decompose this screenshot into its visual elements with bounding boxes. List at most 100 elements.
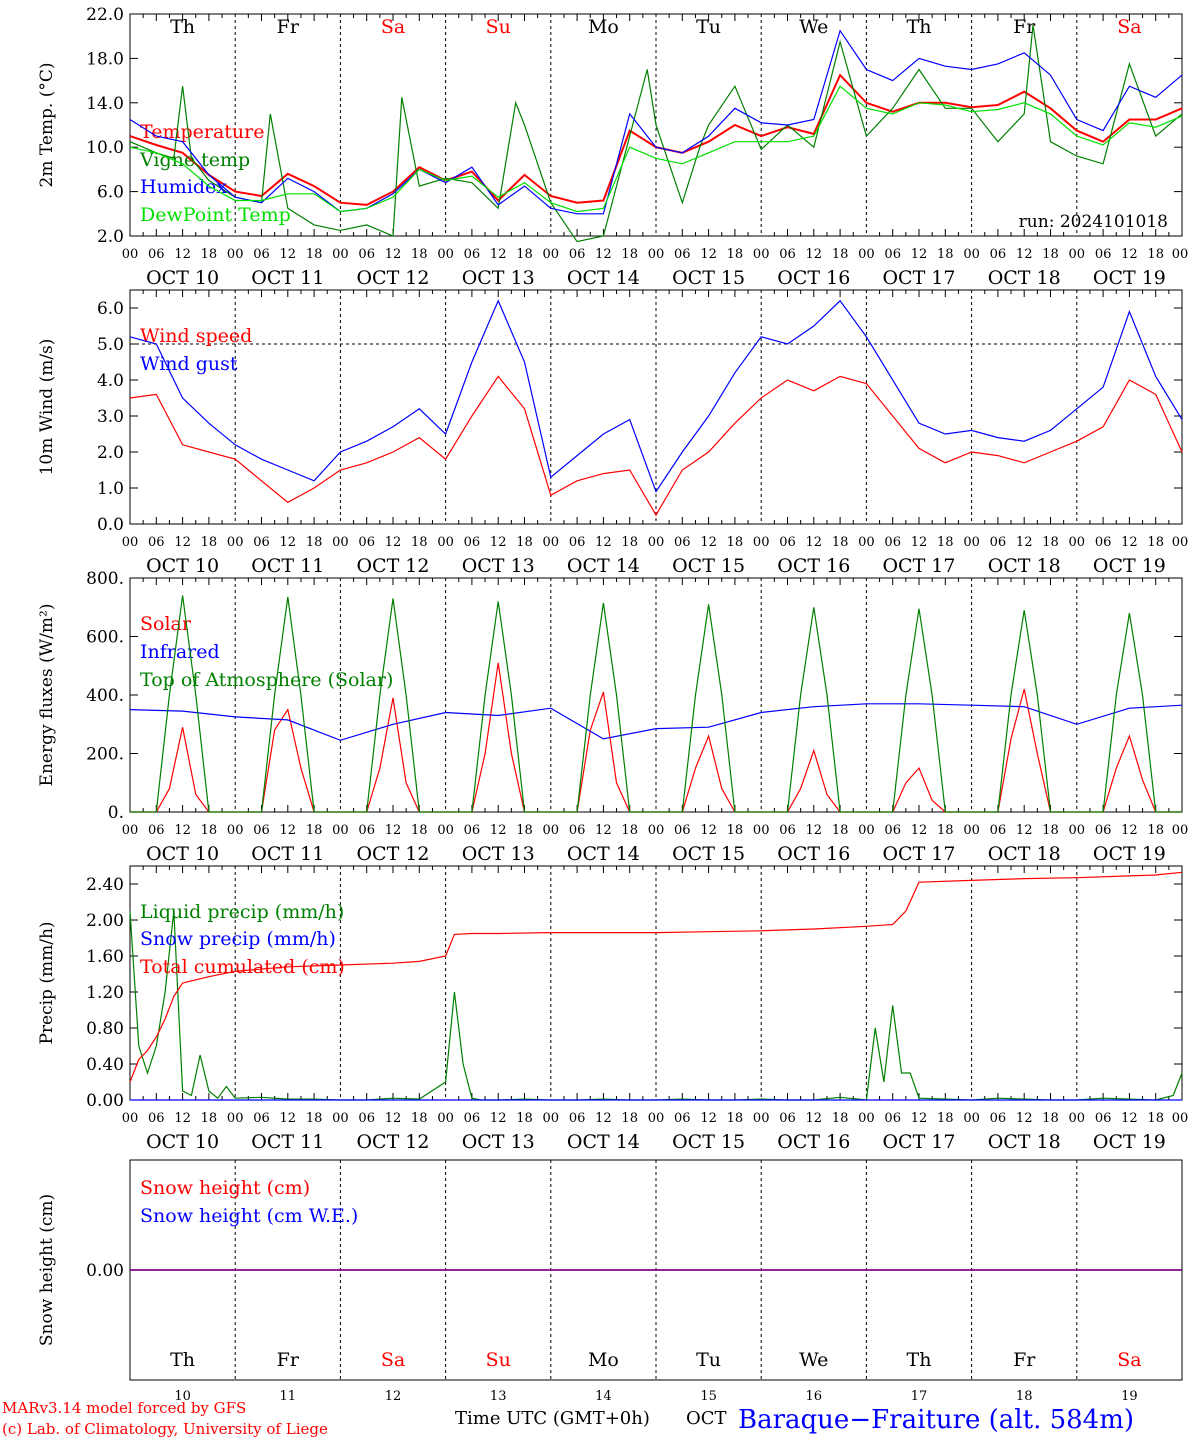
hour-tick-label: 18: [832, 535, 849, 550]
panels-layer: 2.0 6.0 10.0 14.0 18.0 22.0 2m Temp. (°C) Tempe…: [37, 5, 1188, 1404]
hour-tick-label: 00: [227, 823, 244, 838]
legend-entry: DewPoint Temp: [140, 204, 291, 226]
date-label: OCT 12: [356, 843, 429, 865]
day-name-top: Th: [170, 16, 195, 38]
hour-tick-label: 12: [1121, 1111, 1138, 1126]
day-number: 12: [385, 1389, 402, 1404]
hour-tick-label: 06: [674, 535, 691, 550]
hour-tick-label: 00: [122, 535, 139, 550]
day-number: 15: [700, 1389, 717, 1404]
date-label: OCT 18: [988, 267, 1061, 289]
date-label: OCT 16: [777, 267, 850, 289]
day-number: 16: [806, 1389, 823, 1404]
y-tick-label: 0.: [108, 803, 124, 823]
hour-tick-label: 18: [621, 535, 638, 550]
hour-tick-label: 00: [543, 1111, 560, 1126]
day-name-top: Th: [907, 16, 932, 38]
date-label: OCT 15: [672, 555, 745, 577]
y-tick-label: 2.00: [86, 911, 124, 931]
date-label: OCT 13: [462, 555, 535, 577]
date-label: OCT 13: [462, 843, 535, 865]
hour-tick-label: 12: [595, 823, 612, 838]
hour-tick-label: 18: [621, 247, 638, 262]
day-name-top: Sa: [1117, 16, 1141, 38]
legend-entry: Temperature: [140, 121, 264, 143]
hour-tick-label: 18: [621, 823, 638, 838]
hour-tick-label: 06: [569, 535, 586, 550]
day-name-bottom: Sa: [381, 1349, 405, 1371]
y-tick-label: 200.: [86, 745, 124, 765]
hour-tick-label: 00: [227, 247, 244, 262]
y-tick-label: 1.0: [97, 479, 124, 499]
hour-tick-label: 00: [543, 535, 560, 550]
hour-tick-label: 12: [700, 535, 717, 550]
hour-tick-label: 12: [806, 823, 823, 838]
day-name-bottom: Tu: [696, 1349, 721, 1371]
legend-entry: Infrared: [140, 641, 220, 663]
date-label: OCT 17: [882, 555, 955, 577]
hour-tick-label: 18: [937, 823, 954, 838]
hour-tick-label: 06: [779, 823, 796, 838]
hour-tick-label: 06: [1095, 823, 1112, 838]
series-line: [129, 871, 1183, 1083]
run-annotation: run: 2024101018: [1019, 212, 1168, 232]
hour-tick-label: 18: [516, 535, 533, 550]
day-number: 14: [595, 1389, 612, 1404]
hour-tick-label: 12: [1016, 535, 1033, 550]
y-tick-label: 0.00: [86, 1091, 124, 1111]
date-label: OCT 11: [251, 1131, 324, 1153]
y-axis-label: 10m Wind (m/s): [37, 339, 57, 476]
day-name-bottom: Mo: [588, 1349, 619, 1371]
hour-tick-label: 06: [884, 823, 901, 838]
hour-tick-label: 18: [1147, 1111, 1164, 1126]
day-name-bottom: Su: [486, 1349, 511, 1371]
y-tick-label: 6.0: [97, 183, 124, 203]
date-label: OCT 15: [672, 843, 745, 865]
hour-tick-label: 06: [779, 1111, 796, 1126]
y-tick-label: 800.: [86, 569, 124, 589]
hour-tick-label: 06: [1095, 1111, 1112, 1126]
date-label: OCT 15: [672, 1131, 745, 1153]
legend-entry: Top of Atmosphere (Solar): [140, 669, 393, 691]
hour-tick-label: 06: [884, 247, 901, 262]
hour-tick-label: 00: [227, 535, 244, 550]
hour-tick-label: 06: [148, 823, 165, 838]
y-tick-label: 4.0: [97, 371, 124, 391]
hour-tick-label: 18: [1042, 1111, 1059, 1126]
date-label: OCT 11: [251, 843, 324, 865]
hour-tick-label: 12: [700, 1111, 717, 1126]
y-tick-label: 400.: [86, 686, 124, 706]
date-label: OCT 16: [777, 1131, 850, 1153]
y-tick-label: 6.0: [97, 299, 124, 319]
hour-tick-label: 06: [148, 535, 165, 550]
hour-tick-label: 06: [464, 1111, 481, 1126]
date-label: OCT 18: [988, 843, 1061, 865]
hour-tick-label: 18: [1042, 535, 1059, 550]
hour-tick-label: 00: [1172, 247, 1189, 262]
hour-tick-label: 18: [306, 823, 323, 838]
hour-tick-label: 18: [832, 1111, 849, 1126]
hour-tick-label: 18: [727, 247, 744, 262]
day-number: 10: [174, 1389, 191, 1404]
day-name-bottom: Fr: [1013, 1349, 1036, 1371]
hour-tick-label: 12: [1121, 247, 1138, 262]
hour-tick-label: 00: [437, 247, 454, 262]
hour-tick-label: 18: [201, 535, 218, 550]
hour-tick-label: 00: [1069, 1111, 1086, 1126]
y-tick-label: 0.0: [97, 515, 124, 535]
hour-tick-label: 00: [1172, 1111, 1189, 1126]
hour-tick-label: 18: [516, 1111, 533, 1126]
y-tick-label: 22.0: [86, 5, 124, 25]
hour-tick-label: 18: [937, 1111, 954, 1126]
y-axis-label: Snow height (cm): [37, 1194, 57, 1346]
hour-tick-label: 12: [490, 1111, 507, 1126]
hour-tick-label: 00: [227, 1111, 244, 1126]
y-tick-label: 2.40: [86, 875, 124, 895]
hour-tick-label: 18: [516, 823, 533, 838]
date-label: OCT 13: [462, 1131, 535, 1153]
hour-tick-label: 18: [621, 1111, 638, 1126]
x-axis-month: OCT: [686, 1408, 727, 1429]
hour-tick-label: 06: [253, 247, 270, 262]
hour-tick-label: 12: [595, 535, 612, 550]
